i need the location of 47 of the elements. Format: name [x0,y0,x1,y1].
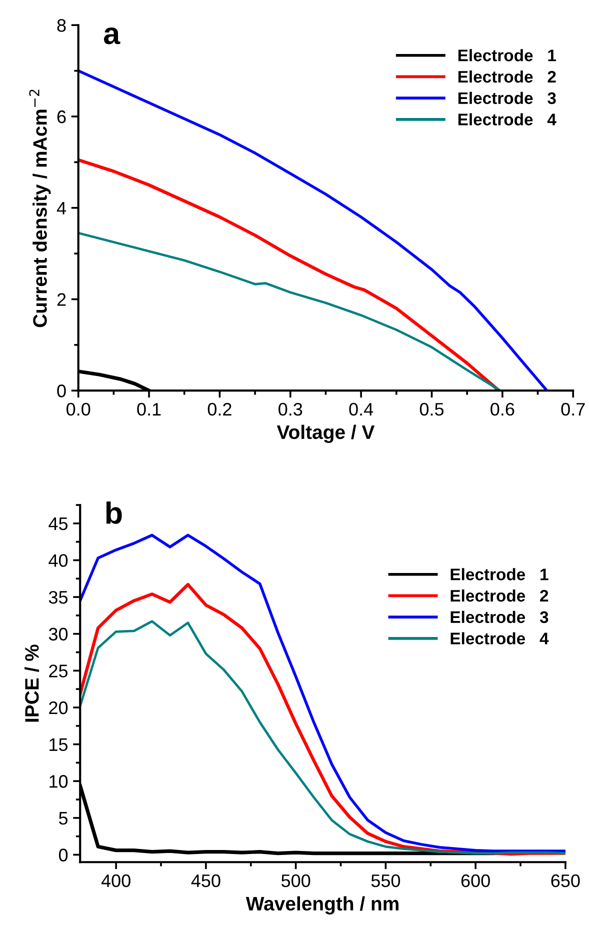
x-tick-label: 0.0 [66,402,90,416]
y-tick-label: 4 [56,202,66,214]
annotation: b [106,501,122,524]
legend-label: Electrode 4 [458,113,556,126]
y-tick-label: 10 [50,775,68,788]
x-tick-label: 650 [551,874,580,888]
line-series [78,69,548,391]
annotation: a [104,28,120,44]
line-series [78,158,500,391]
y-tick-label: 5 [58,812,68,825]
y-tick-label: 25 [49,664,68,678]
legend-label: Electrode 1 [450,568,548,580]
y-tick-label: 0 [57,384,66,398]
x-tick-label: 0.1 [137,402,161,416]
x-tick-label: 0.4 [349,402,374,416]
x-tick-label: 450 [191,874,220,888]
y-axis-title: IPCE / % [24,644,40,722]
legend-label: Electrode 2 [458,70,556,83]
y-tick-label: 6 [57,110,66,124]
x-tick-label: 0.7 [561,402,585,416]
x-tick-label: 550 [371,874,400,888]
x-tick-label: 600 [461,874,490,888]
x-axis-title: Wavelength / nm [246,896,398,915]
legend-label: Electrode 1 [458,49,556,62]
x-tick-label: 0.2 [208,402,232,416]
x-tick-label: 400 [101,874,130,888]
x-tick-label: 0.5 [420,402,444,416]
x-tick-label: 0.6 [490,402,514,416]
y-tick-label: 45 [48,518,68,530]
y-tick-label: 40 [48,554,68,567]
y-tick-label: 15 [50,738,68,752]
y-tick-label: 20 [49,701,68,714]
legend-label: Electrode 4 [450,632,549,644]
line-series [78,232,502,391]
y-tick-label: 30 [48,628,68,641]
y-tick-label: 0 [58,848,68,862]
x-tick-label: 500 [281,874,310,888]
y-tick-label: 35 [48,590,68,604]
legend-label: Electrode 2 [450,589,548,602]
x-tick-label: 0.3 [278,402,302,416]
y-tick-label: 8 [57,19,66,32]
legend-label: Electrode 3 [450,610,548,624]
x-axis-title: Voltage / V [276,424,375,444]
y-axis-title: Current density / mAcm$^{−2}$ [29,90,51,328]
y-tick-label: 2 [57,293,66,306]
line-series [80,534,566,852]
legend-label: Electrode 3 [458,92,556,104]
